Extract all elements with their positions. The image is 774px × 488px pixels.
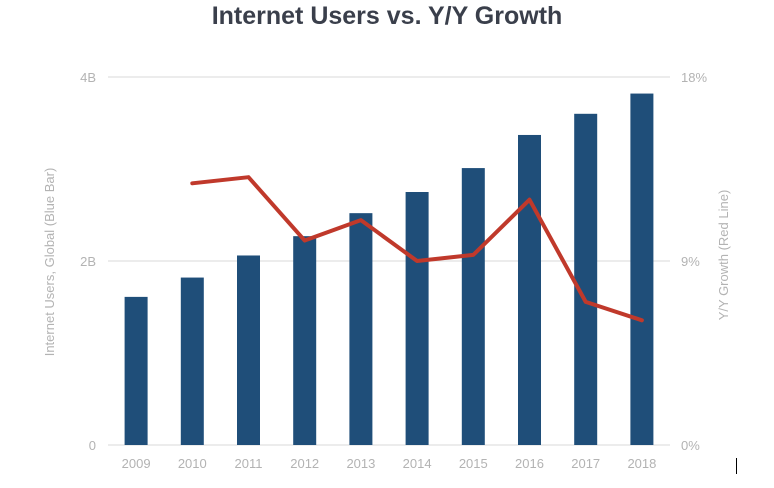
y-left-ticks: 0 2B 4B bbox=[80, 70, 96, 453]
y-left-axis-label: Internet Users, Global (Blue Bar) bbox=[42, 168, 57, 357]
bar-series bbox=[124, 93, 654, 446]
x-axis-ticks: 2009 2010 2011 2012 2013 2014 2015 2016 2017 2018 bbox=[122, 456, 657, 471]
x-tick-label: 2009 bbox=[122, 456, 151, 471]
x-tick-label: 2016 bbox=[515, 456, 544, 471]
y-right-ticks: 0% 9% 18% bbox=[681, 70, 707, 453]
text-cursor bbox=[736, 458, 737, 474]
bar bbox=[124, 296, 148, 445]
bar bbox=[630, 93, 654, 445]
x-tick-label: 2014 bbox=[403, 456, 432, 471]
bar bbox=[461, 168, 485, 445]
x-tick-label: 2013 bbox=[346, 456, 375, 471]
x-tick-label: 2011 bbox=[235, 456, 263, 471]
y-left-tick-label: 0 bbox=[89, 438, 96, 453]
x-tick-label: 2015 bbox=[459, 456, 488, 471]
y-right-axis-label: Y/Y Growth (Red Line) bbox=[716, 190, 731, 321]
x-tick-label: 2012 bbox=[290, 456, 319, 471]
x-tick-label: 2018 bbox=[627, 456, 656, 471]
bar bbox=[237, 255, 260, 445]
y-right-tick-label: 0% bbox=[681, 438, 700, 453]
x-tick-label: 2010 bbox=[178, 456, 207, 471]
bar bbox=[574, 113, 598, 446]
bar bbox=[293, 236, 317, 445]
y-right-tick-label: 9% bbox=[681, 254, 700, 269]
chart-title: Internet Users vs. Y/Y Growth bbox=[211, 2, 563, 30]
y-right-tick-label: 18% bbox=[681, 70, 707, 85]
x-tick-label: 2017 bbox=[571, 456, 600, 471]
y-left-tick-label: 2B bbox=[80, 254, 96, 269]
bar bbox=[405, 192, 429, 445]
y-left-tick-label: 4B bbox=[80, 70, 96, 85]
bar bbox=[349, 213, 373, 445]
line-series bbox=[190, 175, 644, 323]
bar bbox=[518, 134, 541, 445]
bar bbox=[180, 277, 204, 445]
